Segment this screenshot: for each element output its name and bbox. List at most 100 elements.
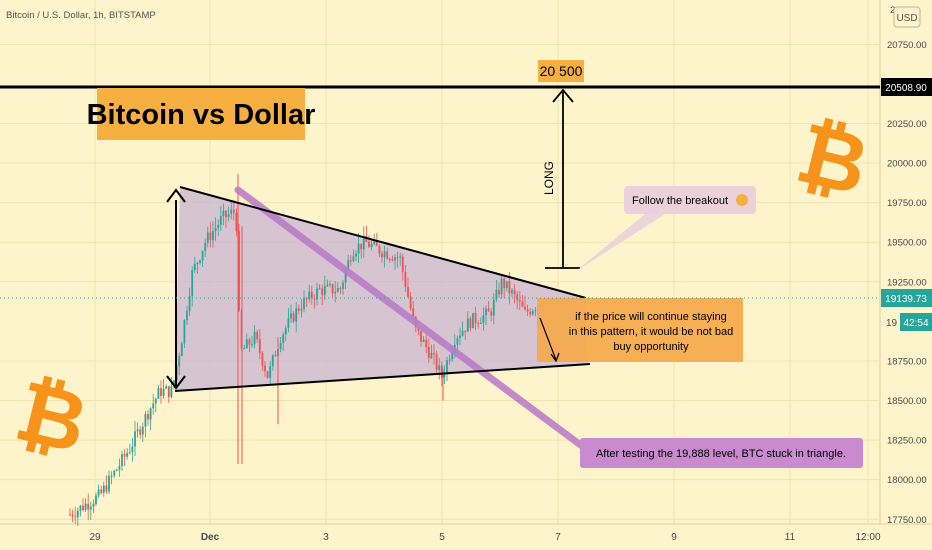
candle-body xyxy=(326,284,329,287)
candle-body xyxy=(131,446,134,453)
candle-body xyxy=(360,243,363,250)
candle-body xyxy=(160,388,162,396)
candle-body xyxy=(357,243,360,254)
candle-body xyxy=(297,308,300,311)
candle-body xyxy=(334,291,337,294)
candle-body xyxy=(316,288,318,300)
price-tick-label: 20000.00 xyxy=(887,159,927,170)
candle-body xyxy=(420,331,422,342)
candle-body xyxy=(433,352,435,355)
candle-body xyxy=(123,454,126,457)
opportunity-text-line-1: if the price will continue staying xyxy=(575,311,727,323)
triangle-upper-line xyxy=(179,186,587,299)
countdown-tag xyxy=(900,313,932,331)
candle-body xyxy=(430,352,433,359)
candle-body xyxy=(227,213,230,218)
opportunity-arrow xyxy=(539,317,557,361)
price-tick-label: 18250.00 xyxy=(887,436,927,447)
candle-body xyxy=(287,318,290,329)
candle-body xyxy=(167,386,170,397)
time-tick-label: 9 xyxy=(671,532,677,543)
candle-body xyxy=(511,290,513,294)
candle-body xyxy=(157,388,160,399)
time-tick-label: 29 xyxy=(89,532,101,543)
opportunity-text-line-2: in this pattern, it would be not bad xyxy=(569,326,734,338)
candle-body xyxy=(386,251,389,259)
candle-body xyxy=(531,310,534,315)
candle-body xyxy=(404,271,407,288)
candle-body xyxy=(339,288,342,290)
candle-body xyxy=(347,260,350,271)
candle-body xyxy=(461,330,464,336)
candle-body xyxy=(206,232,209,243)
candle-body xyxy=(391,259,394,261)
candle-body xyxy=(118,466,121,470)
candle-body xyxy=(212,231,214,241)
candle-body xyxy=(100,489,103,493)
candle-body xyxy=(368,241,370,248)
candle-body xyxy=(102,485,105,493)
candle-body xyxy=(256,331,259,340)
candle-body xyxy=(443,374,446,378)
candle-body xyxy=(71,514,74,517)
candle-body xyxy=(500,278,503,295)
thinking-emoji-icon xyxy=(736,194,748,206)
chart-title: Bitcoin vs Dollar xyxy=(87,99,316,131)
candle-body xyxy=(422,339,425,342)
breakout-callout-box xyxy=(624,186,756,214)
candle-body xyxy=(76,510,79,518)
price-tick-label-partial: 2 xyxy=(890,5,895,16)
candle-body xyxy=(295,308,298,322)
candle-body xyxy=(370,243,373,248)
candle-body xyxy=(139,429,142,435)
candle-body xyxy=(487,308,490,312)
candle-body xyxy=(407,287,409,297)
candle-body xyxy=(303,298,305,310)
price-tick-label: 19750.00 xyxy=(887,198,927,209)
triangle-height-arrow-up xyxy=(166,188,186,203)
candle-body xyxy=(186,311,188,321)
candle-body xyxy=(261,352,264,366)
candle-body xyxy=(305,298,308,300)
target-label: 20 500 xyxy=(540,63,583,79)
candle-body xyxy=(126,453,129,457)
partial-price-tick: 19 xyxy=(886,318,898,329)
candle-body xyxy=(196,262,199,264)
candle-body xyxy=(516,294,519,301)
candle-body xyxy=(401,256,404,272)
candle-body xyxy=(69,514,71,516)
candle-body xyxy=(409,296,412,309)
candlestick-series xyxy=(69,174,545,526)
target-label-box xyxy=(538,60,584,82)
candle-body xyxy=(84,503,87,511)
candle-body xyxy=(331,284,334,294)
time-tick-label: 3 xyxy=(323,532,329,543)
candle-body xyxy=(349,260,352,262)
candle-body xyxy=(79,505,82,511)
candle-body xyxy=(284,328,287,335)
candle-body xyxy=(318,288,321,290)
candle-body xyxy=(243,348,246,350)
price-tick-label: 19250.00 xyxy=(887,277,927,288)
candle-body xyxy=(300,309,303,311)
candle-body xyxy=(521,301,524,307)
candle-body xyxy=(355,253,357,257)
candle-body xyxy=(342,282,344,289)
candle-body xyxy=(82,505,84,511)
candle-body xyxy=(121,454,123,467)
candle-body xyxy=(214,227,217,232)
candle-body xyxy=(193,263,196,270)
candle-body xyxy=(269,366,272,378)
candle-body xyxy=(451,351,454,360)
candle-body xyxy=(266,371,269,378)
currency-button[interactable] xyxy=(893,6,921,28)
candle-body xyxy=(162,388,165,396)
candle-body xyxy=(529,311,532,315)
candle-body xyxy=(524,306,526,310)
candle-body xyxy=(427,347,430,359)
price-tick-label: 18750.00 xyxy=(887,356,927,367)
candle-body xyxy=(412,308,415,317)
currency-button-label[interactable]: USD xyxy=(896,13,917,24)
